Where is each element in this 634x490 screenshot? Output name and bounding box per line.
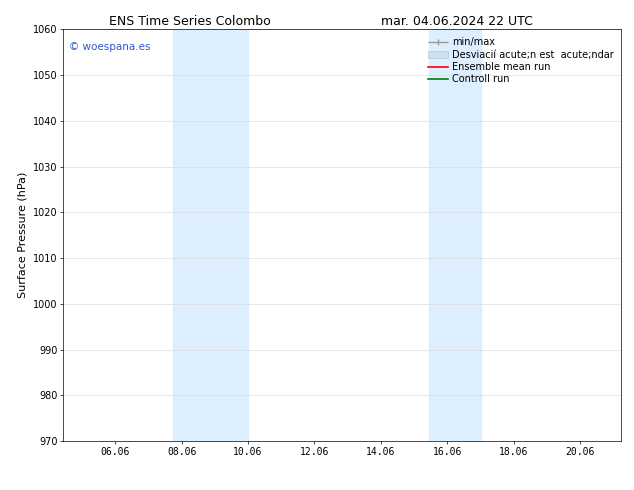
Bar: [429, 29, 481, 441]
Legend: min/max, Desviacií acute;n est  acute;ndar, Ensemble mean run, Controll run: min/max, Desviacií acute;n est acute;nda…: [425, 34, 616, 87]
Bar: [173, 29, 248, 441]
Text: mar. 04.06.2024 22 UTC: mar. 04.06.2024 22 UTC: [380, 15, 533, 28]
Text: © woespana.es: © woespana.es: [69, 42, 150, 52]
Text: ENS Time Series Colombo: ENS Time Series Colombo: [109, 15, 271, 28]
Y-axis label: Surface Pressure (hPa): Surface Pressure (hPa): [18, 172, 28, 298]
